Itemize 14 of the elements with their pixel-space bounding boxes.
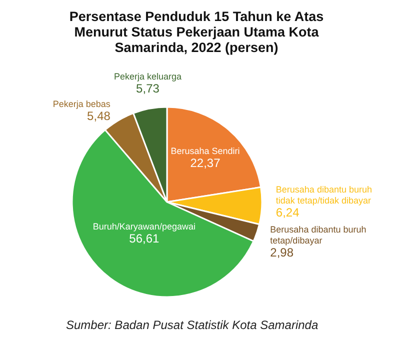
slice-label: Pekerja bebas [52, 98, 111, 109]
slice-label: Berusaha dibantu buruh tetap/dibayar [270, 224, 366, 246]
data-label: 2,98 [270, 245, 294, 260]
data-label: 22,37 [190, 156, 221, 170]
chart-title: Persentase Penduduk 15 Tahun ke Atas Menurut Status Pekerjaan Utama Kota Samarinda, 2022 (persen) [69, 9, 324, 56]
text: Sumber: Badan Pusat Statistik Kota Samarinda [66, 318, 318, 332]
slice-label: Buruh/Karyawan/pegawai [92, 221, 196, 232]
data-label: 5,73 [136, 82, 160, 96]
data-label: 56,61 [129, 231, 160, 246]
data-label: 6,24 [276, 205, 300, 220]
slice-label: Berusaha dibantu buruh tidak tetap/tidak dibayar [276, 184, 372, 206]
slice-label: Pekerja keluarga [114, 72, 182, 82]
slice-label: Berusaha Sendiri [170, 146, 240, 156]
data-label: 5,48 [87, 108, 111, 123]
